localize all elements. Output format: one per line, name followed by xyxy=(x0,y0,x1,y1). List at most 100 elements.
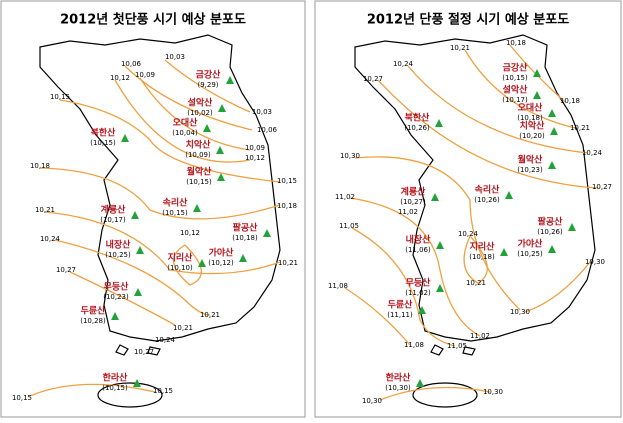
isolines xyxy=(29,44,599,401)
mountain-date: (10,26) xyxy=(537,228,563,236)
mountain-name: 치악산 xyxy=(186,139,212,151)
mountain: 무등산(10,23) xyxy=(103,281,142,301)
mountain-date: (11,11) xyxy=(387,311,413,319)
isoline-label: 11,02 xyxy=(335,193,355,201)
mountain-date: (10,15) xyxy=(502,74,528,82)
mountain: 무등산(11,02) xyxy=(405,277,444,297)
isoline-label: 10,12 xyxy=(180,229,200,237)
mountain-name: 월악산 xyxy=(518,154,544,166)
mountain-name: 두륜산 xyxy=(81,305,107,317)
mountain-date: (10,26) xyxy=(404,124,430,132)
isoline-label: 10,27 xyxy=(363,75,383,83)
isoline-label: 10,24 xyxy=(155,336,176,344)
isoline-label: 10,15 xyxy=(50,93,70,101)
mountain-marker xyxy=(548,245,556,253)
mountain-date: (10,18) xyxy=(469,253,495,261)
mountain-name: 가야산 xyxy=(518,238,544,250)
mountain-name: 오대산 xyxy=(173,117,199,129)
mountain-name: 금강산 xyxy=(503,62,529,74)
mountain-name: 설악산 xyxy=(503,84,529,96)
isoline-label: 10,21 xyxy=(35,206,55,214)
mountain: 두륜산(10,28) xyxy=(80,305,119,325)
mountain-marker xyxy=(505,191,513,199)
mountain-marker xyxy=(435,119,443,127)
mountain-marker xyxy=(136,246,144,254)
mountain: 내장산(11,06) xyxy=(405,234,444,254)
mountain-marker xyxy=(216,146,224,154)
mountain: 두륜산(11,11) xyxy=(387,299,426,319)
isoline-label: 10,15 xyxy=(153,387,173,395)
mountain-name: 팔공산 xyxy=(538,216,564,228)
mountain: 팔공산(10,26) xyxy=(537,216,576,236)
isoline-label: 10,27 xyxy=(592,183,612,191)
mountain: 지리산(10,18) xyxy=(469,241,508,261)
mountain-marker xyxy=(550,127,558,135)
mountain-marker xyxy=(217,173,225,181)
isoline-label: 10,18 xyxy=(560,97,580,105)
mountain-date: (10,15) xyxy=(162,209,188,217)
mountain-marker xyxy=(533,69,541,77)
isoline-label: 10,24 xyxy=(40,235,61,243)
mountain-marker xyxy=(203,124,211,132)
mountain-name: 계룡산 xyxy=(101,204,127,216)
mountain-name: 내장산 xyxy=(406,234,432,246)
mountain-date: (10,09) xyxy=(185,151,211,159)
mountain: 설악산(10,02) xyxy=(187,97,226,117)
isoline-label: 10,30 xyxy=(362,397,382,405)
mountain-date: (10,23) xyxy=(103,293,129,301)
mountain-date: (10,15) xyxy=(90,139,116,147)
isoline-label: 10,09 xyxy=(245,144,265,152)
mountain-marker xyxy=(131,211,139,219)
isoline-label: 10,21 xyxy=(450,44,470,52)
mountain: 속리산(10,15) xyxy=(162,197,201,217)
mountain-name: 월악산 xyxy=(187,166,213,178)
mountain-marker xyxy=(568,223,576,231)
mountain-marker xyxy=(416,379,424,387)
mountain: 계룡산(10,17) xyxy=(100,204,139,224)
isoline-label: 10,03 xyxy=(165,53,185,61)
mountain-date: (10,04) xyxy=(172,129,198,137)
mountain-marker xyxy=(133,379,141,387)
mountain-name: 속리산 xyxy=(163,197,189,209)
mountain-date: (10,23) xyxy=(517,166,543,174)
mountain-marker xyxy=(533,91,541,99)
isoline-label: 11,02 xyxy=(470,332,490,340)
mountain-marker xyxy=(418,306,426,314)
mountain-marker xyxy=(500,248,508,256)
isoline-label: 10,30 xyxy=(483,388,503,396)
isoline-label: 10,06 xyxy=(257,126,278,134)
mountain-name: 오대산 xyxy=(518,102,544,114)
isoline-label: 10,30 xyxy=(510,308,530,316)
mountain: 가야산(10,12) xyxy=(208,247,247,267)
mountain-date: (10,30) xyxy=(385,384,411,392)
isoline-label: 11,05 xyxy=(339,222,359,230)
mountain: 속리산(10,26) xyxy=(474,184,513,204)
mountain-date: (10,15) xyxy=(102,384,128,392)
mountain-marker xyxy=(134,288,142,296)
isoline-label: 10,12 xyxy=(245,154,265,162)
mountain-name: 북한산 xyxy=(405,112,431,124)
mountain: 치악산(10,09) xyxy=(185,139,224,159)
mountain: 지리산(10,10) xyxy=(167,252,206,272)
mountain-date: (10,18) xyxy=(232,234,258,242)
isoline-label: 10,24 xyxy=(458,230,479,238)
isoline-label: 10,21 xyxy=(466,279,486,287)
panel-frame xyxy=(314,0,622,418)
isoline-label: 10,24 xyxy=(393,60,414,68)
isoline-label: 10,21 xyxy=(200,311,220,319)
mountain-name: 무등산 xyxy=(104,281,130,293)
mountain-name: 가야산 xyxy=(209,247,235,259)
isoline-label: 10,21 xyxy=(173,324,193,332)
mountain: 금강산(9,29) xyxy=(196,69,234,89)
panel-title: 2012년 첫단풍 시기 예상 분포도 xyxy=(60,12,246,28)
mountain-date: (11,06) xyxy=(405,246,431,254)
mountain-date: (10,28) xyxy=(80,317,106,325)
isoline-label: 10,21 xyxy=(570,124,590,132)
mountain-marker xyxy=(263,229,271,237)
mountain-name: 속리산 xyxy=(475,184,501,196)
mountain-date: (10,25) xyxy=(517,250,543,258)
mountain-marker xyxy=(111,312,119,320)
mountain-date: (10,26) xyxy=(474,196,500,204)
isoline-label: 10,30 xyxy=(585,258,605,266)
